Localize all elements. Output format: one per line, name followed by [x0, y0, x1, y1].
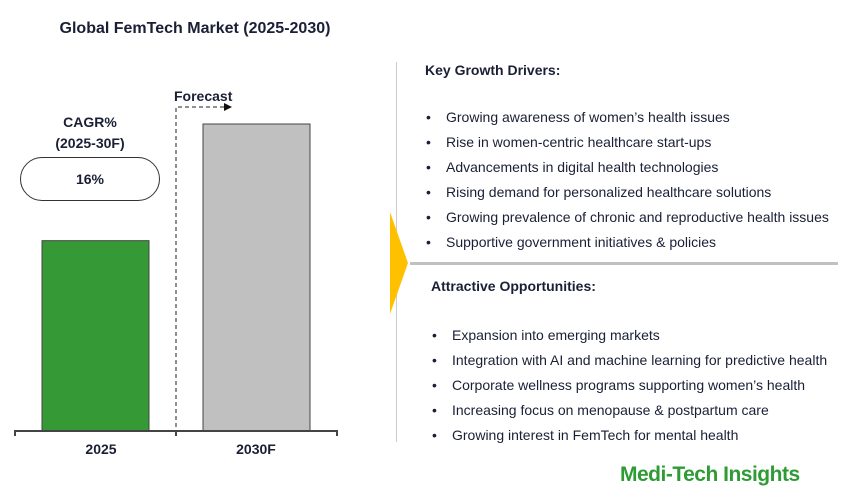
opportunity-item: Integration with AI and machine learning… [432, 348, 827, 373]
opportunity-item: Expansion into emerging markets [432, 323, 827, 348]
x-axis [14, 430, 338, 436]
driver-item: Rise in women-centric healthcare start-u… [426, 130, 829, 155]
opportunities-heading: Attractive Opportunities: [431, 278, 596, 294]
forecast-arrow-icon [224, 103, 232, 111]
driver-item: Supportive government initiatives & poli… [426, 230, 829, 255]
cagr-value: 16% [20, 157, 160, 201]
opportunity-item: Corporate wellness programs supporting w… [432, 373, 827, 398]
cagr-period: (2025-30F) [55, 135, 125, 151]
driver-item: Rising demand for personalized healthcar… [426, 180, 829, 205]
section-divider [410, 262, 838, 265]
opportunity-item: Growing interest in FemTech for mental h… [432, 423, 827, 448]
chart-title: Global FemTech Market (2025-2030) [59, 20, 331, 37]
forecast-divider [175, 106, 226, 434]
bar-2030F [202, 123, 311, 432]
drivers-list: Growing awareness of women’s health issu… [426, 105, 829, 255]
cagr-label: CAGR% (2025-30F) [20, 112, 160, 154]
x-tick-2030f: 2030F [236, 441, 276, 457]
brand-logo: Medi-Tech Insights [620, 463, 800, 486]
driver-item: Growing awareness of women’s health issu… [426, 105, 829, 130]
opportunities-list: Expansion into emerging markets Integrat… [432, 323, 827, 448]
bar-2025 [41, 240, 150, 432]
drivers-heading: Key Growth Drivers: [425, 62, 561, 78]
cagr-title: CAGR% [63, 114, 117, 130]
chevron-arrow-icon [390, 212, 408, 314]
opportunity-item: Increasing focus on menopause & postpart… [432, 398, 827, 423]
forecast-label: Forecast [174, 88, 233, 104]
bar-chart [14, 103, 338, 436]
x-tick-2025: 2025 [85, 441, 117, 457]
driver-item: Growing prevalence of chronic and reprod… [426, 205, 829, 230]
driver-item: Advancements in digital health technolog… [426, 155, 829, 180]
